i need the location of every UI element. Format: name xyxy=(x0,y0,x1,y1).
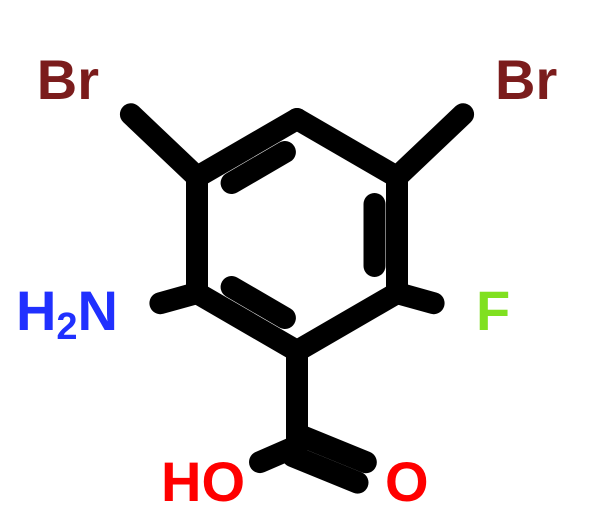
hydroxyl-label: HO xyxy=(161,450,245,513)
carbonyl-o-label: O xyxy=(385,450,429,513)
br-label: Br xyxy=(495,48,557,111)
molecule-diagram: Br Br F H2N HO O xyxy=(0,0,592,519)
br-label: Br xyxy=(37,48,99,111)
amine-label: H2N xyxy=(16,279,118,348)
f-label: F xyxy=(476,279,510,342)
